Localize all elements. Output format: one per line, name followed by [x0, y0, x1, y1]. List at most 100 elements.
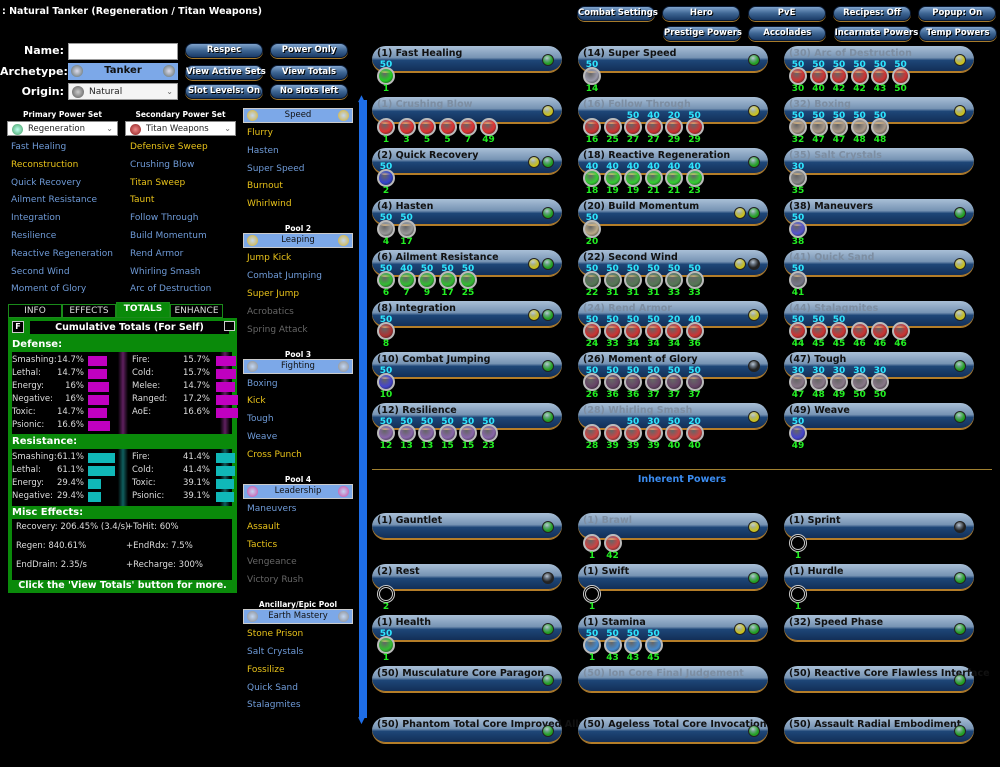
enhancement-slot[interactable] — [418, 271, 436, 289]
tab-totals[interactable]: TOTALS — [116, 302, 170, 318]
pool-power-item[interactable]: Super Jump — [247, 288, 300, 299]
power-list-item[interactable]: Fast Healing — [11, 142, 67, 152]
power-slot-resilience[interactable]: (12) Resilience 50 12 50 13 50 13 50 15 50 15 50 23 — [372, 403, 562, 453]
pool-power-item[interactable]: Assault — [247, 521, 280, 532]
enhancement-slot[interactable] — [685, 169, 704, 187]
power-bar[interactable]: (2) Rest — [372, 564, 562, 591]
enhancement-slot[interactable] — [377, 585, 395, 603]
enhancement-slot[interactable] — [624, 118, 642, 136]
pool-power-item[interactable]: Acrobatics — [247, 306, 294, 317]
origin-select[interactable]: Natural ⌄ — [68, 83, 178, 100]
power-bar[interactable]: (50) Assault Radial Embodiment — [784, 717, 974, 744]
enhancement-slot[interactable] — [830, 322, 848, 340]
view-active-sets-button[interactable]: View Active Sets — [185, 65, 266, 80]
enhancement-slot[interactable] — [583, 636, 601, 654]
pool-power-item[interactable]: Maneuvers — [247, 503, 297, 514]
scroll-down-icon[interactable]: ▼ — [358, 716, 365, 726]
power-bar[interactable]: (1) Health — [372, 615, 562, 642]
enhancement-slot[interactable] — [583, 373, 601, 391]
enhancement-slot[interactable] — [871, 118, 889, 136]
pool-power-item[interactable]: Stalagmites — [247, 700, 301, 711]
enhancement-slot[interactable] — [583, 220, 601, 238]
pool-select-fighting[interactable]: Fighting — [243, 358, 353, 374]
pool-power-item[interactable]: Hasten — [247, 145, 279, 156]
enhancement-slot[interactable] — [377, 373, 395, 391]
power-slot-stalagmites[interactable]: (44) Stalagmites 50 44 50 45 50 45 46 46 46 — [784, 301, 974, 351]
enhancement-slot[interactable] — [459, 118, 477, 136]
enhancement-slot[interactable] — [685, 373, 704, 391]
power-bar[interactable]: (38) Maneuvers — [784, 199, 974, 226]
power-bar[interactable]: (1) Fast Healing — [372, 46, 562, 73]
power-slot-whirling-smash[interactable]: (28) Whirling Smash 28 39 50 39 30 39 50 40 20 40 — [578, 403, 768, 453]
pool-power-item[interactable]: Tough — [247, 414, 274, 425]
enhancement-slot[interactable] — [377, 424, 395, 442]
temp-powers-button[interactable]: Temp Powers — [918, 26, 997, 41]
power-list-item[interactable]: Crushing Blow — [130, 159, 195, 170]
enhancement-slot[interactable] — [583, 118, 601, 136]
power-slot-follow-through[interactable]: (16) Follow Through 16 25 50 27 40 27 20 29 50 29 — [578, 97, 768, 147]
pool-power-item[interactable]: Whirlwind — [247, 199, 292, 210]
power-list-item[interactable]: Defensive Sweep — [130, 142, 208, 152]
pool-power-item[interactable]: Super Speed — [247, 163, 305, 174]
power-slot-speed-phase[interactable]: (32) Speed Phase — [784, 615, 974, 665]
enhancement-slot[interactable] — [789, 67, 807, 85]
power-slot-maneuvers[interactable]: (38) Maneuvers 50 38 — [784, 199, 974, 249]
power-slot-ailment-resistance[interactable]: (6) Ailment Resistance 50 6 40 7 50 9 50 17 50 25 — [372, 250, 562, 300]
power-bar[interactable]: (41) Quick Sand — [784, 250, 974, 277]
enhancement-slot[interactable] — [418, 424, 436, 442]
enhancement-slot[interactable] — [603, 322, 622, 340]
enhancement-slot[interactable] — [377, 220, 395, 238]
enhancement-slot[interactable] — [624, 271, 642, 289]
pool-power-item[interactable]: Quick Sand — [247, 682, 298, 693]
power-bar[interactable]: (14) Super Speed — [578, 46, 768, 73]
power-bar[interactable]: (8) Integration — [372, 301, 562, 328]
enhancement-slot[interactable] — [377, 271, 395, 289]
enhancement-slot[interactable] — [830, 67, 848, 85]
power-slot-combat-jumping[interactable]: (10) Combat Jumping 50 10 — [372, 352, 562, 402]
enhancement-slot[interactable] — [583, 271, 601, 289]
enhancement-slot[interactable] — [377, 118, 395, 136]
enhancement-slot[interactable] — [665, 271, 683, 289]
power-list-item[interactable]: Ailment Resistance — [11, 195, 98, 206]
power-bar[interactable]: (1) Swift — [578, 564, 768, 591]
enhancement-slot[interactable] — [603, 118, 622, 136]
enhancement-slot[interactable] — [397, 220, 416, 238]
primary-set-select[interactable]: Regeneration ⌄ — [7, 121, 118, 136]
tab-effects[interactable]: EFFECTS — [62, 304, 116, 318]
power-slot-health[interactable]: (1) Health 50 1 — [372, 615, 562, 665]
enhancement-slot[interactable] — [438, 118, 457, 136]
enhancement-slot[interactable] — [644, 636, 663, 654]
enhancement-slot[interactable] — [624, 322, 642, 340]
pool-select-earth-mastery[interactable]: Earth Mastery — [243, 609, 353, 625]
power-slot-weave[interactable]: (49) Weave 50 49 — [784, 403, 974, 453]
power-slot-moment-of-glory[interactable]: (26) Moment of Glory 50 26 50 36 50 36 50 37 50 37… — [578, 352, 768, 402]
enhancement-slot[interactable] — [603, 424, 622, 442]
tab-info[interactable]: INFO — [8, 304, 62, 318]
power-slot-assault-radial-embodiment[interactable]: (50) Assault Radial Embodiment — [784, 717, 974, 767]
power-bar[interactable]: (50) Phantom Total Core Improved Ally — [372, 717, 585, 744]
power-bar[interactable]: (1) Gauntlet — [372, 513, 562, 540]
enhancement-slot[interactable] — [479, 118, 498, 136]
power-bar[interactable]: (50) Reactive Core Flawless Interface — [784, 666, 990, 693]
no-slots-left-button[interactable]: No slots left — [270, 84, 348, 99]
enhancement-slot[interactable] — [603, 636, 622, 654]
power-list-item[interactable]: Second Wind — [11, 266, 70, 277]
enhancement-slot[interactable] — [377, 169, 395, 187]
power-bar[interactable]: (2) Quick Recovery — [372, 148, 562, 175]
enhancement-slot[interactable] — [479, 424, 498, 442]
pool-select-leadership[interactable]: Leadership — [243, 483, 353, 499]
pool-power-item[interactable]: Victory Rush — [247, 575, 304, 586]
enhancement-slot[interactable] — [891, 67, 910, 85]
pool-power-item[interactable]: Boxing — [247, 378, 278, 389]
power-slot-stamina[interactable]: (1) Stamina 50 1 50 43 50 43 50 45 — [578, 615, 768, 665]
enhancement-slot[interactable] — [809, 322, 828, 340]
enhancement-slot[interactable] — [624, 373, 642, 391]
power-slot-boxing[interactable]: (32) Boxing 50 32 50 47 50 47 50 48 50 48 — [784, 97, 974, 147]
enhancement-slot[interactable] — [789, 220, 807, 238]
enhancement-slot[interactable] — [850, 322, 869, 340]
power-slot-gauntlet[interactable]: (1) Gauntlet — [372, 513, 562, 563]
popup-on-button[interactable]: Popup: On — [918, 6, 997, 21]
enhancement-slot[interactable] — [789, 118, 807, 136]
power-bar[interactable]: (50) Ageless Total Core Invocation — [578, 717, 768, 744]
enhancement-slot[interactable] — [644, 373, 663, 391]
